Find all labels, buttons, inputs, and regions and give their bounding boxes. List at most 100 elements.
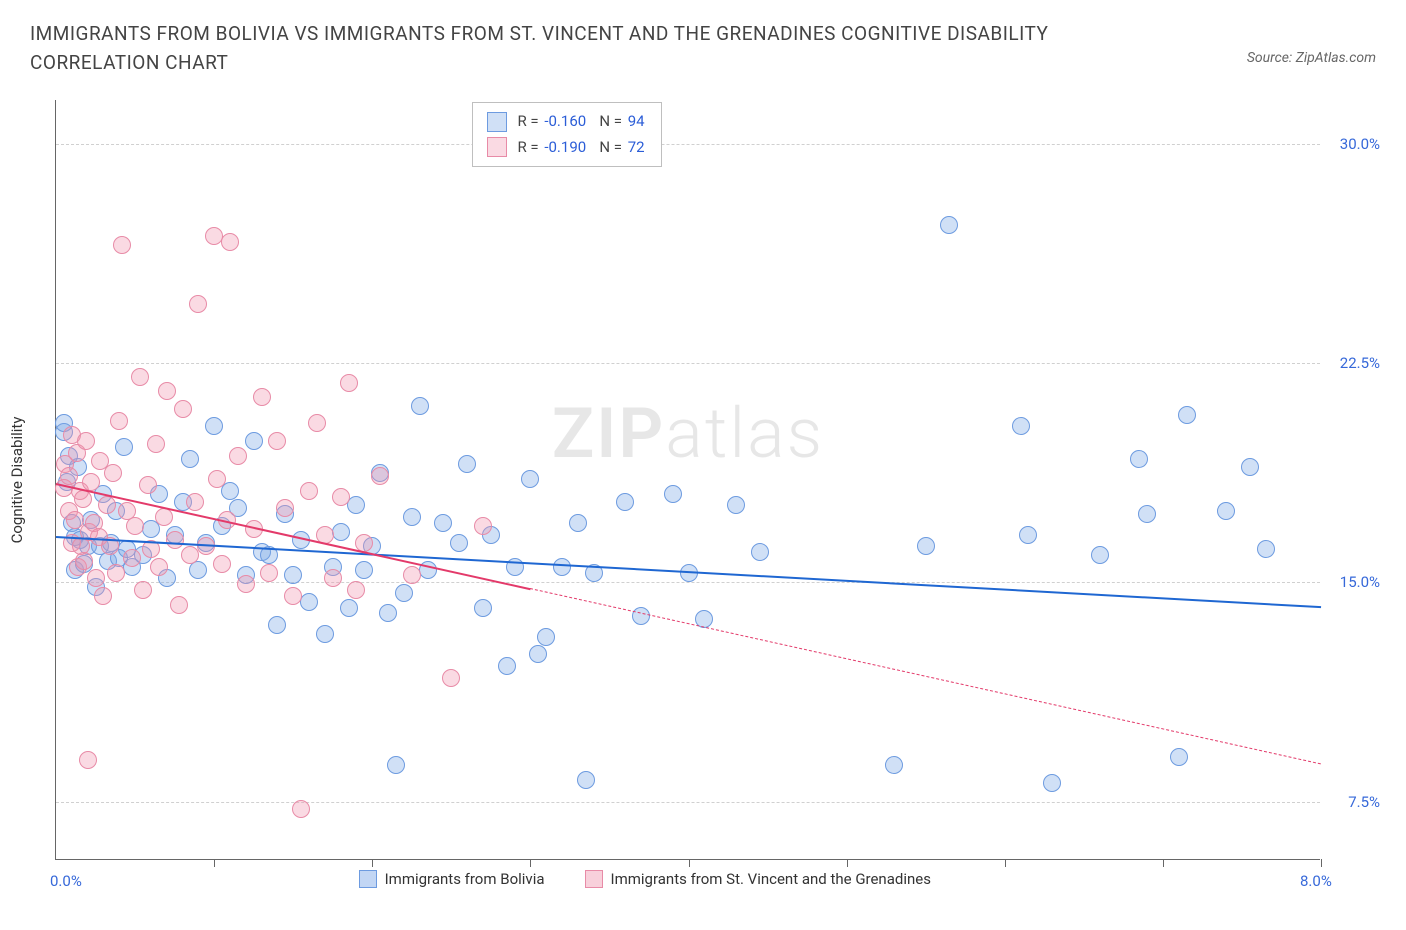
header-row: IMMIGRANTS FROM BOLIVIA VS IMMIGRANTS FR… <box>30 20 1376 77</box>
legend-swatch <box>487 112 507 132</box>
data-point <box>316 625 334 643</box>
n-value: 94 <box>628 112 645 130</box>
data-point <box>155 508 173 526</box>
x-tick <box>1163 859 1164 867</box>
data-point <box>498 657 516 675</box>
data-point <box>134 581 152 599</box>
data-point <box>205 417 223 435</box>
data-point <box>284 587 302 605</box>
data-point <box>186 493 204 511</box>
x-tick <box>1321 859 1322 867</box>
data-point <box>284 566 302 584</box>
data-point <box>577 771 595 789</box>
y-tick-label: 30.0% <box>1340 135 1380 153</box>
data-point <box>147 435 165 453</box>
n-label: N = <box>599 112 625 130</box>
data-point <box>1217 502 1235 520</box>
x-tick <box>372 859 373 867</box>
data-point <box>434 514 452 532</box>
data-point <box>332 488 350 506</box>
source-attribution: Source: ZipAtlas.com <box>1247 50 1376 66</box>
legend-swatch <box>359 870 377 888</box>
data-point <box>276 499 294 517</box>
data-point <box>237 575 255 593</box>
data-point <box>664 485 682 503</box>
chart-title: IMMIGRANTS FROM BOLIVIA VS IMMIGRANTS FR… <box>30 20 1130 77</box>
source-name: ZipAtlas.com <box>1296 50 1376 66</box>
y-tick-label: 7.5% <box>1348 793 1380 811</box>
trend-line <box>530 588 1321 764</box>
data-point <box>553 558 571 576</box>
x-tick <box>689 859 690 867</box>
data-point <box>324 569 342 587</box>
data-point <box>292 800 310 818</box>
data-point <box>347 496 365 514</box>
data-point <box>340 599 358 617</box>
data-point <box>411 397 429 415</box>
data-point <box>181 450 199 468</box>
watermark: ZIPatlas <box>552 393 824 475</box>
data-point <box>98 496 116 514</box>
legend-row: R = -0.190 N = 72 <box>487 135 646 161</box>
data-point <box>1019 526 1037 544</box>
data-point <box>74 490 92 508</box>
data-point <box>208 470 226 488</box>
legend-label: Immigrants from St. Vincent and the Gren… <box>611 870 931 888</box>
x-tick <box>214 859 215 867</box>
legend-swatch <box>585 870 603 888</box>
r-label: R = <box>517 138 542 156</box>
data-point <box>82 473 100 491</box>
data-point <box>474 517 492 535</box>
data-point <box>94 587 112 605</box>
data-point <box>139 476 157 494</box>
data-point <box>751 543 769 561</box>
data-point <box>268 432 286 450</box>
x-min-label: 0.0% <box>50 872 82 890</box>
r-value: -0.190 <box>544 138 586 156</box>
data-point <box>79 751 97 769</box>
data-point <box>569 514 587 532</box>
data-point <box>917 537 935 555</box>
data-point <box>442 669 460 687</box>
chart-container: IMMIGRANTS FROM BOLIVIA VS IMMIGRANTS FR… <box>0 0 1406 930</box>
data-point <box>123 549 141 567</box>
data-point <box>245 432 263 450</box>
data-point <box>395 584 413 602</box>
r-value: -0.160 <box>544 112 586 130</box>
data-point <box>87 569 105 587</box>
data-point <box>166 531 184 549</box>
data-point <box>403 566 421 584</box>
data-point <box>379 604 397 622</box>
data-point <box>75 552 93 570</box>
x-tick <box>847 859 848 867</box>
data-point <box>113 236 131 254</box>
data-point <box>1091 546 1109 564</box>
data-point <box>632 607 650 625</box>
data-point <box>1130 450 1148 468</box>
legend-item: Immigrants from St. Vincent and the Gren… <box>585 870 931 888</box>
data-point <box>474 599 492 617</box>
data-point <box>371 467 389 485</box>
legend-label: Immigrants from Bolivia <box>385 870 545 888</box>
data-point <box>77 432 95 450</box>
data-point <box>450 534 468 552</box>
data-point <box>521 470 539 488</box>
y-tick-label: 22.5% <box>1340 354 1380 372</box>
series-legend: Immigrants from Bolivia Immigrants from S… <box>359 870 931 888</box>
data-point <box>268 616 286 634</box>
data-point <box>260 564 278 582</box>
data-point <box>1178 406 1196 424</box>
data-point <box>403 508 421 526</box>
data-point <box>387 756 405 774</box>
legend-item: Immigrants from Bolivia <box>359 870 545 888</box>
data-point <box>458 455 476 473</box>
n-label: N = <box>599 138 625 156</box>
data-point <box>150 558 168 576</box>
x-tick <box>1005 859 1006 867</box>
data-point <box>300 482 318 500</box>
data-point <box>340 374 358 392</box>
data-point <box>308 414 326 432</box>
data-point <box>529 645 547 663</box>
n-value: 72 <box>628 138 645 156</box>
gridline <box>56 363 1320 364</box>
